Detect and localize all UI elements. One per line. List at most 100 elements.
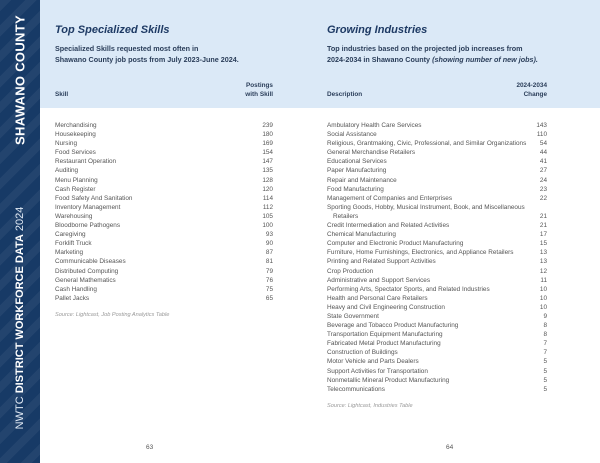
row-value: 65 xyxy=(265,294,273,302)
row-name: Merchandising xyxy=(55,122,97,129)
row-name: Food Safety And Sanitation xyxy=(55,194,133,202)
row-name: Auditing xyxy=(55,167,79,175)
skills-subtitle: Specialized Skills requested most often … xyxy=(55,43,239,65)
skills-title: Top Specialized Skills xyxy=(55,24,170,36)
table-row: Sporting Goods, Hobby, Musical Instrumen… xyxy=(327,203,547,221)
row-name: Crop Production xyxy=(327,267,374,275)
table-row: Housekeeping 180 xyxy=(55,130,273,139)
table-row: Food Safety And Sanitation 114 xyxy=(55,194,273,203)
row-name: General Mathematics xyxy=(55,276,116,284)
row-value: 13 xyxy=(539,258,547,266)
row-name: Credit Intermediation and Related Activi… xyxy=(327,222,450,230)
industries-title: Growing Industries xyxy=(327,24,428,36)
row-value: 41 xyxy=(539,158,547,166)
subtitle-line: Top industries based on the projected jo… xyxy=(327,44,523,53)
table-row: Warehousing 105 xyxy=(55,212,273,221)
row-value: 87 xyxy=(265,249,273,257)
subtitle-note: (showing number of new jobs). xyxy=(432,55,538,64)
row-name: Computer and Electronic Product Manufact… xyxy=(327,240,464,248)
row-name: Housekeeping xyxy=(55,131,96,139)
row-name: Beverage and Tobacco Product Manufacturi… xyxy=(327,322,459,330)
row-name: Forklift Truck xyxy=(55,240,92,248)
row-name: Communicable Diseases xyxy=(55,258,126,266)
row-name: Telecommunications xyxy=(327,385,385,393)
row-value: 239 xyxy=(262,122,273,129)
header-line: Change xyxy=(523,90,547,98)
row-value: 10 xyxy=(539,294,547,302)
table-row: Construction of Buildings 7 xyxy=(327,348,547,357)
table-row: Transportation Equipment Manufacturing 8 xyxy=(327,330,547,339)
table-row: Pallet Jacks 65 xyxy=(55,294,273,303)
table-row: Inventory Management 112 xyxy=(55,203,273,212)
subtitle-line: 2024-2034 in Shawano County xyxy=(327,55,433,64)
table-row: Food Services 154 xyxy=(55,148,273,157)
table-row: Food Manufacturing 23 xyxy=(327,185,547,194)
sidebar: SHAWANO COUNTY NWTC DISTRICT WORKFORCE D… xyxy=(0,0,40,463)
table-row: Management of Companies and Enterprises 2… xyxy=(327,194,547,203)
column-header-description: Description xyxy=(327,91,363,98)
row-name: Menu Planning xyxy=(55,176,98,184)
table-row: General Merchandise Retailers 44 xyxy=(327,148,547,157)
row-value: 15 xyxy=(539,240,547,248)
row-name: Sporting Goods, Hobby, Musical Instrumen… xyxy=(327,203,525,220)
row-name: Social Assistance xyxy=(327,131,377,139)
row-name: General Merchandise Retailers xyxy=(327,149,416,157)
row-value: 93 xyxy=(265,231,273,239)
row-name: Heavy and Civil Engineering Construction xyxy=(327,303,445,311)
table-row: Nonmetallic Mineral Product Manufacturin… xyxy=(327,376,547,385)
table-row: Beverage and Tobacco Product Manufacturi… xyxy=(327,321,547,330)
row-name: Warehousing xyxy=(55,212,93,220)
row-name: Transportation Equipment Manufacturing xyxy=(327,331,443,339)
row-name: Chemical Manufacturing xyxy=(327,231,396,239)
table-row: Telecommunications 5 xyxy=(327,385,547,394)
row-value: 44 xyxy=(539,149,547,157)
table-row: Nursing 169 xyxy=(55,139,273,148)
skills-table: Merchandising 239 Housekeeping 180 Nursing 16… xyxy=(55,121,273,318)
row-value: 79 xyxy=(265,267,273,275)
header-line: Postings xyxy=(246,82,273,89)
table-row: Cash Register 120 xyxy=(55,185,273,194)
row-value: 81 xyxy=(265,258,273,266)
row-name: Marketing xyxy=(55,249,84,257)
table-row: Computer and Electronic Product Manufact… xyxy=(327,239,547,248)
row-value: 13 xyxy=(539,249,547,257)
page-number-left: 63 xyxy=(146,444,154,451)
row-value: 120 xyxy=(262,185,273,193)
subtitle-line: Specialized Skills requested most often … xyxy=(55,44,199,53)
table-row: Ambulatory Health Care Services 143 xyxy=(327,121,547,130)
row-name: Caregiving xyxy=(55,231,86,239)
industries-subtitle: Top industries based on the projected jo… xyxy=(327,43,538,65)
row-name: Nonmetallic Mineral Product Manufacturin… xyxy=(327,376,450,384)
page-number-right: 64 xyxy=(446,444,454,451)
row-value: 147 xyxy=(262,158,273,166)
row-value: 7 xyxy=(543,340,547,348)
table-row: Bloodborne Pathogens 100 xyxy=(55,221,273,230)
table-row: General Mathematics 76 xyxy=(55,276,273,285)
row-value: 10 xyxy=(539,303,547,311)
table-row: Health and Personal Care Retailers 10 xyxy=(327,294,547,303)
row-name: Pallet Jacks xyxy=(55,294,90,302)
table-row: Social Assistance 110 xyxy=(327,130,547,139)
row-value: 21 xyxy=(539,222,547,230)
row-name: Food Services xyxy=(55,149,96,157)
row-name: Cash Handling xyxy=(55,285,97,293)
column-header-change: 2024-2034 Change xyxy=(516,82,547,99)
table-row: Merchandising 239 xyxy=(55,121,273,130)
row-value: 180 xyxy=(262,131,273,139)
table-row: Caregiving 93 xyxy=(55,230,273,239)
row-name: Paper Manufacturing xyxy=(327,167,387,175)
row-value: 135 xyxy=(262,167,273,175)
row-value: 24 xyxy=(539,176,547,184)
row-value: 75 xyxy=(265,285,273,293)
row-value: 22 xyxy=(539,194,547,202)
table-row: Furniture, Home Furnishings, Electronics… xyxy=(327,248,547,257)
county-label: SHAWANO COUNTY xyxy=(12,15,28,145)
row-value: 90 xyxy=(265,240,273,248)
row-value: 154 xyxy=(262,149,273,157)
subtitle-line: Shawano County job posts from July 2023-… xyxy=(55,55,239,64)
table-row: Chemical Manufacturing 17 xyxy=(327,230,547,239)
row-value: 110 xyxy=(536,131,547,139)
row-value: 7 xyxy=(543,349,547,357)
row-name: Religious, Grantmaking, Civic, Professio… xyxy=(327,140,527,148)
industries-table: Ambulatory Health Care Services 143 Social… xyxy=(327,121,547,409)
